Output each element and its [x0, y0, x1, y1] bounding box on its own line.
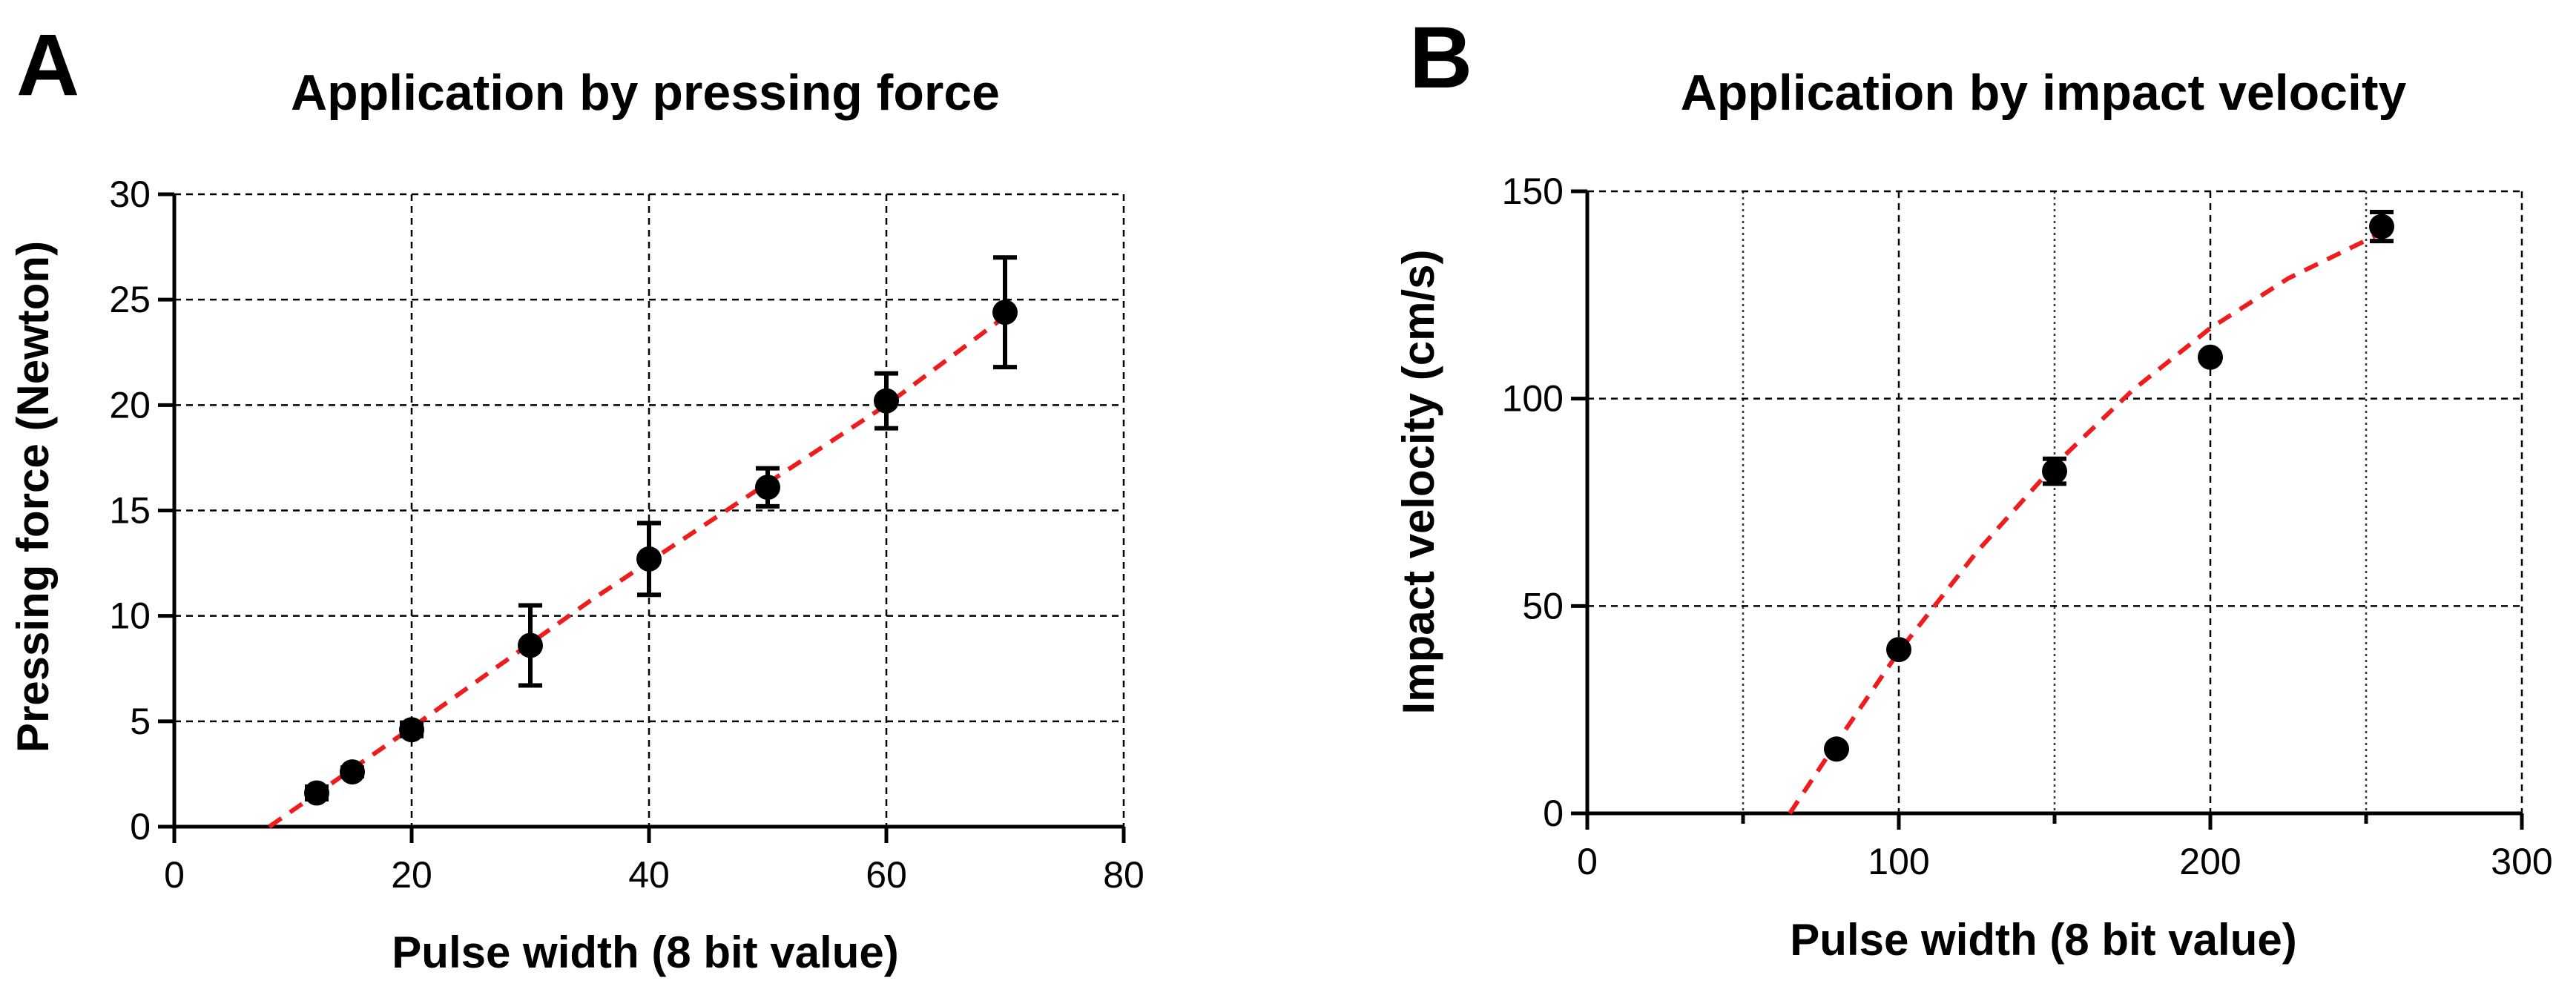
panel-b-y-tick-label: 50 — [1522, 585, 1564, 627]
panel-b-data-point — [2369, 214, 2394, 239]
panel-b-data-point — [1886, 637, 1911, 663]
panel-a-y-tick-label: 25 — [109, 279, 151, 320]
panel-b-title: Application by impact velocity — [1681, 65, 2407, 121]
panel-a-x-tick-label: 40 — [628, 854, 670, 896]
panel-a-x-tick-label: 60 — [866, 854, 907, 896]
panel-a-y-tick-label: 10 — [109, 595, 151, 637]
panel-a-data-point — [304, 780, 329, 806]
panel-a-data-point — [636, 546, 662, 572]
panel-a-data-point — [399, 717, 424, 743]
panel-b-x-tick-label: 100 — [1868, 841, 1929, 882]
panel-b-data-point — [1824, 736, 1849, 762]
panel-a-chart: A Application by pressing force 0 20 40 60 8… — [8, 16, 1144, 977]
panel-b-plot-area: 0 100 200 300 0 50 100 150 — [1502, 171, 2553, 882]
panel-a-x-tick-label: 0 — [164, 854, 185, 896]
panel-b-data-point — [2042, 458, 2067, 484]
panel-b-x-tick-label: 0 — [1577, 841, 1598, 882]
panel-b-letter: B — [1409, 9, 1472, 107]
panel-a-y-tick-label: 30 — [109, 173, 151, 215]
panel-a-data-point — [518, 632, 543, 658]
panel-a-y-tick-label: 15 — [109, 490, 151, 532]
panel-a-x-tick-label: 20 — [391, 854, 432, 896]
panel-b-chart: B Application by impact velocity 0 100 200… — [1394, 9, 2553, 965]
panel-a-y-tick-label: 0 — [130, 806, 151, 847]
panel-b-y-axis-label: Impact velocity (cm/s) — [1394, 250, 1443, 715]
panel-a-data-point — [992, 300, 1018, 325]
panel-a-data-point — [755, 475, 780, 500]
panel-b-x-tick-label: 200 — [2179, 841, 2241, 882]
panel-b-x-tick-label: 300 — [2491, 841, 2552, 882]
panel-a-y-tick-label: 20 — [109, 384, 151, 426]
panel-a-data-point — [340, 759, 365, 785]
panel-a-x-axis-label: Pulse width (8 bit value) — [392, 928, 898, 977]
panel-b-y-tick-label: 100 — [1502, 378, 1564, 420]
panel-a-title: Application by pressing force — [291, 65, 1000, 121]
panel-a-x-tick-label: 80 — [1103, 854, 1144, 896]
panel-b-y-tick-label: 0 — [1543, 793, 1564, 834]
panel-b-fit-curve — [1788, 231, 2383, 815]
panel-a-y-axis-label: Pressing force (Newton) — [8, 241, 58, 753]
panel-b-y-tick-label: 150 — [1502, 171, 1564, 212]
panel-b-data-point — [2198, 344, 2223, 370]
panel-a-data-point — [874, 388, 899, 414]
panel-a-letter: A — [16, 16, 79, 114]
panel-a-y-tick-label: 5 — [130, 701, 151, 742]
panel-a-plot-area: 0 20 40 60 80 0 5 10 15 20 25 30 — [109, 173, 1144, 896]
panel-b-x-axis-label: Pulse width (8 bit value) — [1790, 915, 2296, 965]
